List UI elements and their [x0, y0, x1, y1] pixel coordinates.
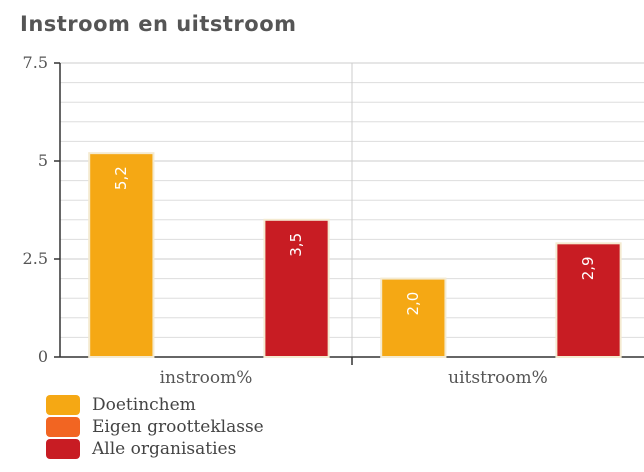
legend: Doetinchem Eigen grootteklasse Alle organi…	[46, 394, 264, 460]
legend-label: Eigen grootteklasse	[92, 417, 264, 437]
legend-item: Alle organisaties	[46, 438, 264, 460]
legend-item: Doetinchem	[46, 394, 264, 416]
x-tick-label: uitstroom%	[448, 368, 548, 388]
y-tick-label: 5	[38, 151, 48, 170]
y-tick-label: 2.5	[23, 249, 48, 268]
y-tick-label: 7.5	[23, 53, 48, 72]
bar-data-label: 3,5	[287, 233, 305, 257]
y-tick-label: 0	[38, 347, 48, 366]
x-tick-label: instroom%	[160, 368, 253, 388]
legend-swatch	[46, 395, 80, 415]
chart-title: Instroom en uitstroom	[20, 12, 297, 36]
bar-data-label: 2,0	[404, 292, 422, 316]
bar-data-label: 5,2	[112, 166, 130, 190]
legend-label: Doetinchem	[92, 395, 196, 415]
legend-item: Eigen grootteklasse	[46, 416, 264, 438]
bar	[380, 277, 447, 359]
bar-data-label: 2,9	[579, 256, 597, 280]
legend-label: Alle organisaties	[92, 439, 237, 459]
bar	[88, 152, 155, 358]
bar	[263, 218, 330, 358]
legend-swatch	[46, 439, 80, 459]
legend-swatch	[46, 417, 80, 437]
bar	[555, 242, 622, 359]
